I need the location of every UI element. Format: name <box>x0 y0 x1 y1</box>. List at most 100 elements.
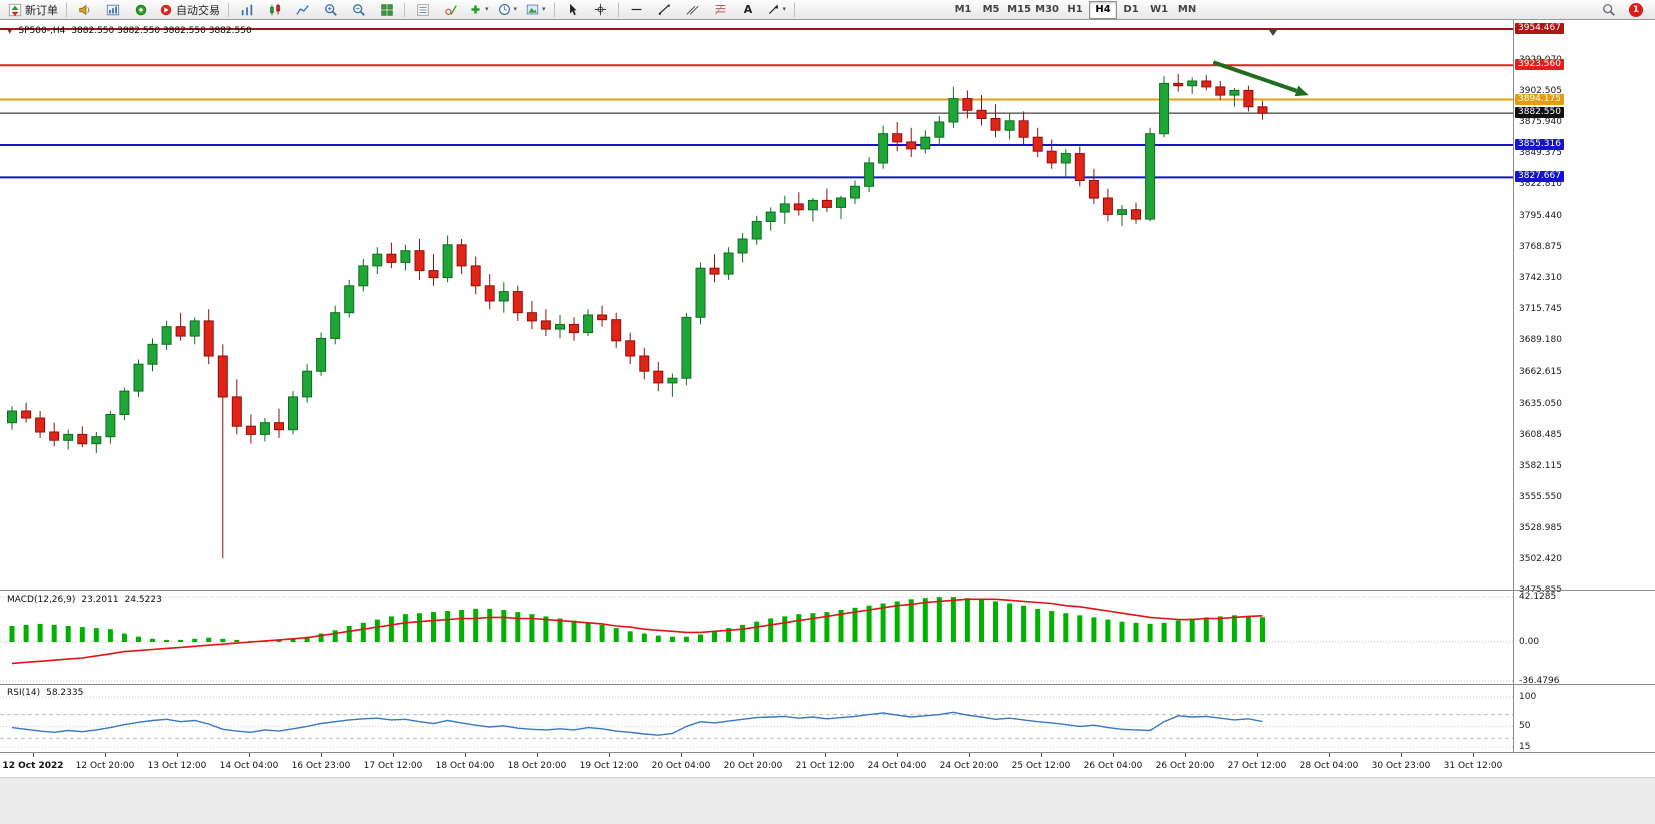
cursor-button[interactable] <box>559 0 586 19</box>
time-tick <box>753 753 754 757</box>
time-label: 12 Oct 20:00 <box>75 761 135 771</box>
timeframe-button-M15[interactable]: M15 <box>1007 4 1031 15</box>
time-tick <box>897 753 898 757</box>
time-axis[interactable]: 12 Oct 2022 12 Oct 20:00 13 Oct 12:00 14 Oc… <box>0 753 1655 777</box>
time-label: 18 Oct 20:00 <box>507 761 567 771</box>
rsi-scale-top: 100 <box>1519 692 1537 702</box>
time-label: 24 Oct 04:00 <box>867 761 927 771</box>
time-label: 24 Oct 20:00 <box>939 761 999 771</box>
objects-list-button[interactable] <box>437 0 464 19</box>
panel-separator[interactable] <box>0 684 1655 685</box>
macd-scale-top: 42.1285 <box>1519 592 1557 602</box>
plus-icon <box>471 5 480 14</box>
text-tool-icon: A <box>743 3 753 16</box>
new-order-button[interactable]: 新订单 <box>4 0 62 19</box>
profile-charts-icon <box>106 4 119 15</box>
toolbar-separator <box>617 2 619 17</box>
arrows-tool-button[interactable]: ▾ <box>763 0 791 19</box>
price-label: 3742.310 <box>1519 273 1562 284</box>
candle-chart-mode-button[interactable] <box>261 0 288 19</box>
cursor-icon <box>569 3 577 16</box>
time-label: 21 Oct 12:00 <box>795 761 855 771</box>
line-chart-mode-button[interactable] <box>289 0 316 19</box>
rsi-value: 58.2335 <box>46 688 84 698</box>
rsi-label: RSI(14) 58.2335 <box>7 688 83 698</box>
time-tick <box>1401 753 1402 757</box>
chart-dropdown-icon[interactable]: ▼ <box>7 27 13 35</box>
arrow-tool-icon <box>768 4 778 14</box>
hline-tool-button[interactable] <box>623 0 650 19</box>
price-label: 3875.940 <box>1519 116 1562 127</box>
timeframe-button-H1[interactable]: H1 <box>1067 4 1083 15</box>
time-tick <box>465 753 466 757</box>
timeframe-button-MN[interactable]: MN <box>1177 4 1197 15</box>
time-tick <box>33 753 34 757</box>
time-tick <box>969 753 970 757</box>
price-label: 3555.550 <box>1519 491 1562 502</box>
trendline-tool-button[interactable] <box>651 0 678 19</box>
zoom-in-icon <box>324 3 337 16</box>
fibonacci-tool-button[interactable] <box>707 0 734 19</box>
template-button[interactable]: ▾ <box>522 0 550 19</box>
sound-button[interactable] <box>71 0 98 19</box>
price-line-badge: 3827.667 <box>1515 171 1564 183</box>
notification-badge[interactable]: 1 <box>1629 2 1643 17</box>
auto-trading-button[interactable]: 自动交易 <box>155 0 224 19</box>
window-bottom-strip <box>0 777 1655 824</box>
time-tick <box>1185 753 1186 757</box>
panel-separator[interactable] <box>0 590 1655 591</box>
auto-trading-label: 自动交易 <box>176 3 220 17</box>
data-window-button[interactable] <box>409 0 436 19</box>
timeframe-button-M1[interactable]: M1 <box>954 4 972 15</box>
search-button[interactable] <box>1595 0 1622 19</box>
time-label: 17 Oct 12:00 <box>363 761 423 771</box>
zoom-in-button[interactable] <box>317 0 344 19</box>
chart-symbol-period: SP500-,H4 <box>18 26 66 36</box>
rsi-name: RSI(14) <box>7 688 41 698</box>
time-tick <box>1257 753 1258 757</box>
add-indicator-button[interactable]: ▾ <box>465 0 493 19</box>
profiles-button[interactable] <box>99 0 126 19</box>
price-scale[interactable]: 42.1285 0.00 -36.4796 100 50 15 3929.070… <box>1513 20 1655 753</box>
tile-windows-button[interactable] <box>373 0 400 19</box>
price-label: 3715.745 <box>1519 304 1562 315</box>
objects-list-icon <box>444 4 457 15</box>
timeframe-button-M30[interactable]: M30 <box>1035 4 1059 15</box>
macd-value-main: 23.2011 <box>81 595 119 605</box>
time-tick <box>393 753 394 757</box>
time-tick <box>105 753 106 757</box>
time-label: 13 Oct 12:00 <box>147 761 207 771</box>
crosshair-icon <box>594 3 606 16</box>
time-label: 28 Oct 04:00 <box>1299 761 1359 771</box>
price-line-badge: 3894.175 <box>1515 93 1564 105</box>
macd-scale-bottom: -36.4796 <box>1519 676 1560 686</box>
channel-tool-button[interactable] <box>679 0 706 19</box>
toolbar-right-group: 1 <box>1595 0 1651 19</box>
crosshair-button[interactable] <box>587 0 614 19</box>
bar-chart-mode-button[interactable] <box>233 0 260 19</box>
time-label: 20 Oct 04:00 <box>651 761 711 771</box>
price-label: 3635.050 <box>1519 398 1562 409</box>
price-label: 3822.810 <box>1519 179 1562 189</box>
zoom-out-button[interactable] <box>345 0 372 19</box>
main-chart-canvas[interactable] <box>0 20 1513 590</box>
chart-ohlc-values: 3882.550 3882.550 3882.550 3882.550 <box>71 26 252 36</box>
price-label: 3849.375 <box>1519 148 1562 158</box>
dropdown-caret-icon: ▾ <box>485 5 489 13</box>
chart-title: ▼ SP500-,H4 3882.550 3882.550 3882.550 3… <box>7 26 252 36</box>
text-tool-button[interactable]: A <box>735 0 762 19</box>
bar-chart-icon <box>241 4 252 15</box>
macd-panel-canvas[interactable] <box>0 591 1513 685</box>
period-button[interactable]: ▾ <box>494 0 522 19</box>
time-label: 27 Oct 12:00 <box>1227 761 1287 771</box>
timeframe-button-M5[interactable]: M5 <box>982 4 1000 15</box>
timeframe-button-D1[interactable]: D1 <box>1123 4 1139 15</box>
rsi-panel-canvas[interactable] <box>0 685 1513 753</box>
time-tick <box>1113 753 1114 757</box>
new-order-icon <box>8 3 22 16</box>
timeframe-button-H4[interactable]: H4 <box>1089 0 1118 19</box>
navigator-button[interactable] <box>127 0 154 19</box>
timeframe-button-W1[interactable]: W1 <box>1150 4 1169 15</box>
toolbar-separator <box>553 2 555 17</box>
toolbar-separator <box>794 2 796 17</box>
